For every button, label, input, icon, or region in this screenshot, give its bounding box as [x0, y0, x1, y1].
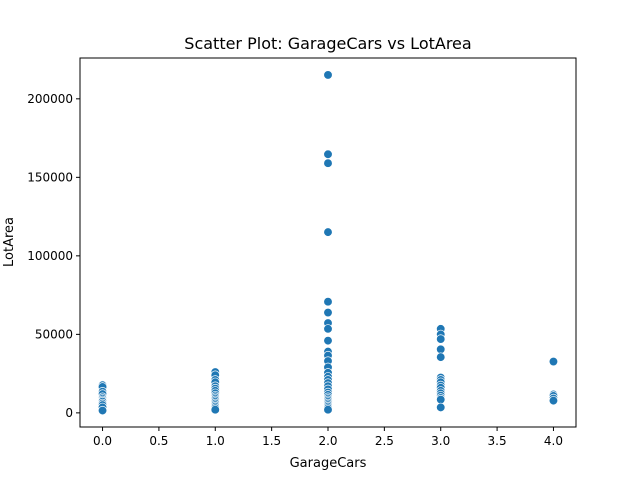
scatter-point [323, 405, 333, 415]
scatter-point [210, 405, 220, 415]
scatter-point [436, 344, 446, 354]
y-tick-label: 150000 [27, 170, 73, 184]
scatter-point [436, 394, 446, 405]
x-tick-label: 3.0 [431, 434, 450, 448]
scatter-point [97, 405, 108, 416]
scatter-point [323, 70, 333, 80]
plot-area: 0.0 0.5 1.0 1.5 2.0 2.5 3.0 3.5 4.0 0 50000 100000… [27, 57, 577, 448]
scatter-point [323, 335, 333, 346]
x-tick-label: 3.5 [488, 434, 507, 448]
scatter-point [323, 297, 333, 307]
x-tick-label: 4.0 [544, 434, 563, 448]
y-axis-ticks: 0 50000 100000 150000 200000 [27, 92, 80, 420]
data-points [97, 70, 559, 416]
scatter-point [323, 149, 333, 159]
scatter-point [323, 324, 333, 334]
scatter-point [436, 334, 446, 344]
y-tick-label: 50000 [35, 327, 73, 341]
x-tick-label: 1.5 [262, 434, 281, 448]
scatter-point [548, 356, 559, 367]
x-axis-label: GarageCars [290, 456, 367, 471]
x-tick-label: 0.0 [93, 434, 112, 448]
scatter-point [436, 352, 446, 362]
chart-title: Scatter Plot: GarageCars vs LotArea [184, 34, 471, 53]
x-tick-label: 0.5 [149, 434, 168, 448]
x-tick-label: 2.0 [318, 434, 337, 448]
scatter-point [436, 402, 446, 413]
y-tick-label: 200000 [27, 92, 73, 106]
x-tick-label: 2.5 [375, 434, 394, 448]
y-tick-label: 0 [65, 406, 73, 420]
y-tick-label: 100000 [27, 249, 73, 263]
scatter-point [323, 227, 333, 237]
plot-frame [79, 57, 577, 428]
scatter-point [323, 307, 333, 318]
y-axis-label: LotArea [2, 217, 17, 267]
x-tick-label: 1.0 [206, 434, 225, 448]
x-axis-ticks: 0.0 0.5 1.0 1.5 2.0 2.5 3.0 3.5 4.0 [93, 427, 563, 448]
scatter-point [323, 158, 333, 168]
scatter-point [548, 395, 559, 406]
